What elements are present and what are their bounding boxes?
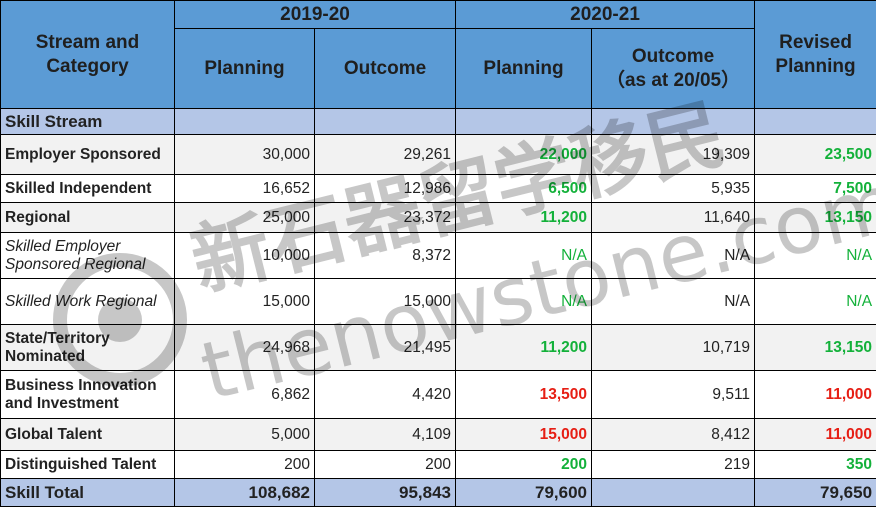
total-outcome-2019: 95,843: [315, 479, 456, 507]
cell-outcome-2019: 15,000: [315, 279, 456, 325]
cell-revised: 13,150: [755, 325, 876, 371]
cell-outcome-2020: 11,640: [592, 203, 755, 233]
total-planning-2020: 79,600: [456, 479, 592, 507]
header-outcome-2020-line1: Outcome: [596, 45, 750, 69]
header-outcome-2019: Outcome: [315, 29, 456, 109]
cell-planning-2019: 16,652: [175, 175, 315, 203]
row-label: Skilled Work Regional: [1, 279, 175, 325]
cell-outcome-2020: 10,719: [592, 325, 755, 371]
header-outcome-2020: Outcome （as at 20/05）: [592, 29, 755, 109]
cell-revised: 23,500: [755, 135, 876, 175]
cell-outcome-2020: 9,511: [592, 371, 755, 419]
table-row: Employer Sponsored 30,000 29,261 22,000 …: [1, 135, 876, 175]
row-label: Regional: [1, 203, 175, 233]
table-row: Regional 25,000 23,372 11,200 11,640 13,…: [1, 203, 876, 233]
row-label: Business Innovation and Investment: [1, 371, 175, 419]
cell-planning-2020: 13,500: [456, 371, 592, 419]
header-planning-2020: Planning: [456, 29, 592, 109]
header-year-2020-21: 2020-21: [456, 1, 755, 29]
row-label: Distinguished Talent: [1, 451, 175, 479]
cell-outcome-2019: 23,372: [315, 203, 456, 233]
cell-outcome-2020: 19,309: [592, 135, 755, 175]
cell-outcome-2019: 200: [315, 451, 456, 479]
cell-revised: 11,000: [755, 419, 876, 451]
total-revised: 79,650: [755, 479, 876, 507]
cell-planning-2019: 5,000: [175, 419, 315, 451]
cell-revised: 11,000: [755, 371, 876, 419]
header-stream-category: Stream and Category: [1, 1, 175, 109]
table-row: Skilled Employer Sponsored Regional 10,0…: [1, 233, 876, 279]
row-label: Skilled Employer Sponsored Regional: [1, 233, 175, 279]
row-label: State/Territory Nominated: [1, 325, 175, 371]
cell-revised: 350: [755, 451, 876, 479]
cell-planning-2019: 24,968: [175, 325, 315, 371]
cell-planning-2020: 6,500: [456, 175, 592, 203]
cell-planning-2019: 15,000: [175, 279, 315, 325]
cell-outcome-2019: 4,109: [315, 419, 456, 451]
cell-outcome-2020: N/A: [592, 233, 755, 279]
cell-revised: 13,150: [755, 203, 876, 233]
table-row: Global Talent 5,000 4,109 15,000 8,412 1…: [1, 419, 876, 451]
header-planning-2019: Planning: [175, 29, 315, 109]
header-year-2019-20: 2019-20: [175, 1, 456, 29]
cell-outcome-2019: 12,986: [315, 175, 456, 203]
table-row: Business Innovation and Investment 6,862…: [1, 371, 876, 419]
header-outcome-2020-line2: （as at 20/05）: [596, 69, 750, 93]
cell-planning-2020: 15,000: [456, 419, 592, 451]
cell-planning-2019: 25,000: [175, 203, 315, 233]
cell-planning-2019: 30,000: [175, 135, 315, 175]
cell-planning-2020: N/A: [456, 233, 592, 279]
table-row: Skilled Work Regional 15,000 15,000 N/A …: [1, 279, 876, 325]
cell-planning-2020: 11,200: [456, 203, 592, 233]
table-row: Skilled Independent 16,652 12,986 6,500 …: [1, 175, 876, 203]
total-planning-2019: 108,682: [175, 479, 315, 507]
cell-outcome-2019: 29,261: [315, 135, 456, 175]
table-row: Distinguished Talent 200 200 200 219 350: [1, 451, 876, 479]
total-label: Skill Total: [1, 479, 175, 507]
cell-planning-2020: 11,200: [456, 325, 592, 371]
total-outcome-2020: [592, 479, 755, 507]
cell-planning-2019: 10,000: [175, 233, 315, 279]
table-row: State/Territory Nominated 24,968 21,495 …: [1, 325, 876, 371]
cell-revised: N/A: [755, 279, 876, 325]
row-label: Global Talent: [1, 419, 175, 451]
cell-planning-2020: N/A: [456, 279, 592, 325]
cell-revised: 7,500: [755, 175, 876, 203]
header-revised-planning: Revised Planning: [755, 1, 876, 109]
row-label: Skilled Independent: [1, 175, 175, 203]
cell-planning-2020: 200: [456, 451, 592, 479]
cell-outcome-2019: 21,495: [315, 325, 456, 371]
cell-outcome-2020: N/A: [592, 279, 755, 325]
section-title: Skill Stream: [1, 109, 175, 135]
cell-outcome-2019: 8,372: [315, 233, 456, 279]
cell-outcome-2019: 4,420: [315, 371, 456, 419]
cell-revised: N/A: [755, 233, 876, 279]
cell-planning-2019: 200: [175, 451, 315, 479]
row-label: Employer Sponsored: [1, 135, 175, 175]
cell-outcome-2020: 219: [592, 451, 755, 479]
cell-planning-2019: 6,862: [175, 371, 315, 419]
cell-outcome-2020: 8,412: [592, 419, 755, 451]
total-row: Skill Total 108,682 95,843 79,600 79,650: [1, 479, 876, 507]
cell-outcome-2020: 5,935: [592, 175, 755, 203]
cell-planning-2020: 22,000: [456, 135, 592, 175]
